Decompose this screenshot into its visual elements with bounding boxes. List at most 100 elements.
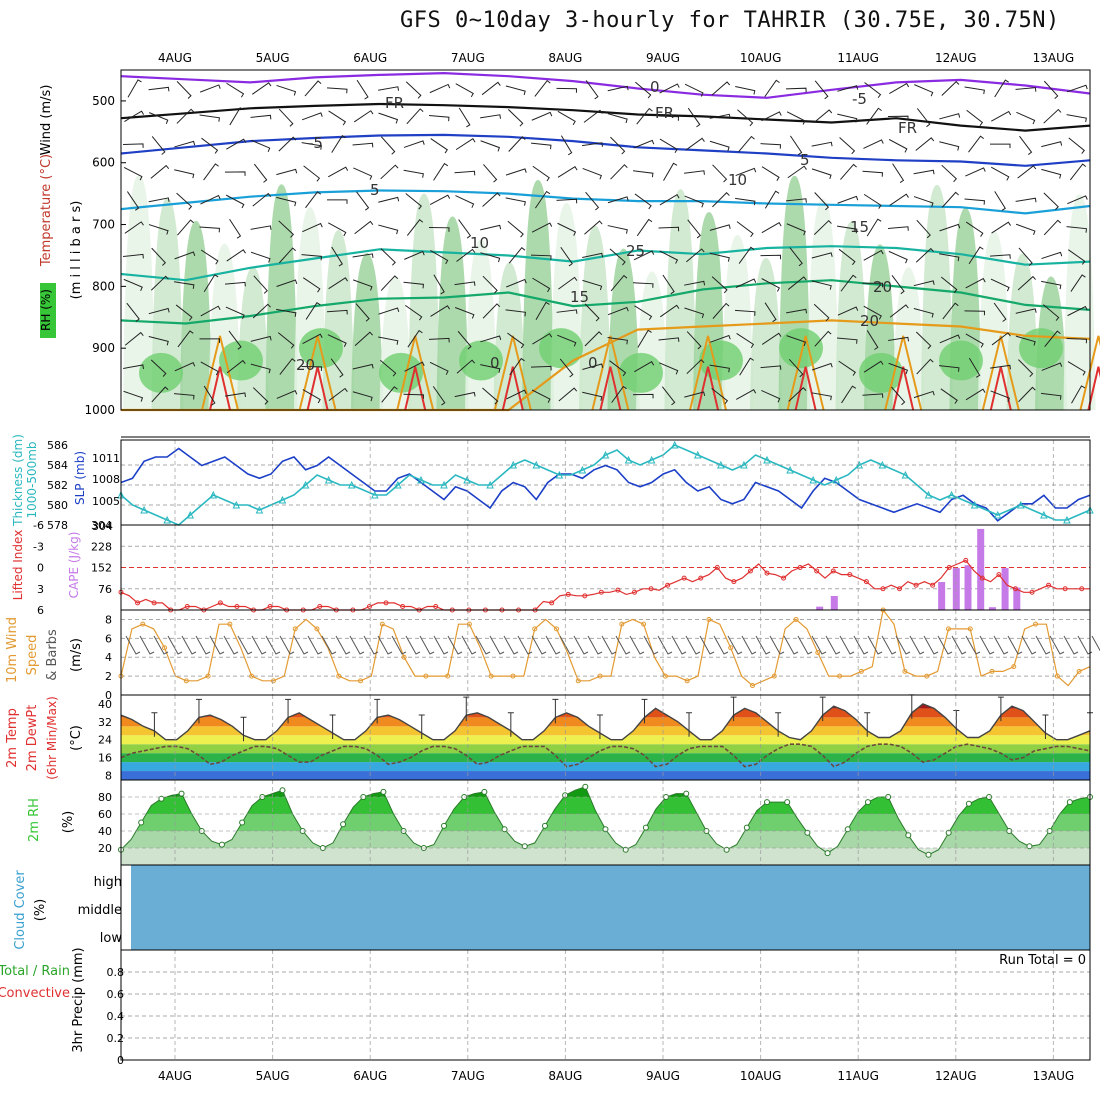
temp-band bbox=[121, 753, 1090, 763]
wind-barb bbox=[607, 196, 629, 204]
thickness-marker bbox=[624, 455, 633, 464]
wind-barb bbox=[483, 164, 498, 183]
wind-barb bbox=[891, 386, 906, 406]
temp-band bbox=[121, 771, 1090, 780]
wind-barb bbox=[786, 198, 807, 203]
wind-barb bbox=[939, 334, 961, 344]
wind-barb bbox=[404, 250, 425, 260]
thickness-marker bbox=[717, 460, 725, 469]
li-marker bbox=[781, 575, 787, 581]
wind-barb bbox=[174, 361, 196, 372]
wind-barb bbox=[991, 332, 1011, 346]
wind-barb bbox=[150, 164, 170, 179]
rh-marker bbox=[239, 819, 246, 826]
axis-label-temperature: Temperature (°C) bbox=[39, 154, 54, 267]
wind-barb bbox=[913, 308, 934, 318]
minmax-bar bbox=[151, 712, 158, 737]
wind-barb bbox=[1066, 114, 1087, 123]
thickness-marker bbox=[140, 505, 148, 514]
cape-tick: 228 bbox=[91, 540, 112, 553]
wind-barb bbox=[480, 335, 502, 343]
wind-barb bbox=[560, 135, 573, 156]
wind-marker bbox=[554, 626, 560, 632]
wind-barb bbox=[482, 192, 501, 207]
rh-shading bbox=[493, 262, 526, 410]
wind-barb bbox=[864, 82, 882, 99]
wind-barb bbox=[353, 110, 374, 123]
wind-barb bbox=[201, 137, 219, 154]
wind-barb bbox=[301, 254, 323, 261]
wind-barb bbox=[429, 83, 451, 94]
wind-barb bbox=[965, 388, 986, 401]
wind-barb bbox=[738, 135, 755, 153]
wind-barb bbox=[505, 197, 526, 206]
rh-legend-swatch bbox=[40, 283, 56, 338]
wind-barb bbox=[250, 335, 272, 342]
wind-barb bbox=[862, 393, 884, 398]
rh-shading bbox=[123, 175, 155, 410]
precip-tick: 0.6 bbox=[107, 988, 125, 1001]
cape-tick: 76 bbox=[98, 583, 112, 596]
rh-marker bbox=[218, 841, 225, 848]
li-marker bbox=[1012, 586, 1018, 592]
surface-isotherm bbox=[981, 335, 1020, 411]
wind-barb bbox=[814, 192, 830, 211]
wind-barb bbox=[611, 385, 627, 403]
wind-barb bbox=[328, 166, 349, 178]
wind-barb bbox=[228, 330, 242, 350]
date-label-top: 9AUG bbox=[646, 51, 680, 65]
wind-barb bbox=[659, 362, 679, 375]
thickness-marker bbox=[301, 480, 310, 489]
rh-marker bbox=[905, 832, 912, 839]
wind-barb bbox=[127, 79, 142, 98]
axis-label-thickness: Thickness (dm) bbox=[11, 434, 25, 527]
wind-barb bbox=[432, 386, 446, 406]
rh-band bbox=[121, 786, 1090, 797]
wind-barb bbox=[199, 338, 220, 343]
li-marker bbox=[963, 557, 969, 563]
wind-barb bbox=[1017, 165, 1037, 179]
li-marker bbox=[383, 600, 389, 606]
wind-barb bbox=[531, 222, 553, 233]
li-tick: -3 bbox=[33, 540, 44, 553]
surface-wind-barb bbox=[965, 635, 981, 655]
wind-barb bbox=[199, 114, 220, 122]
surface-wind-barb bbox=[797, 635, 813, 655]
wind-barb bbox=[405, 193, 422, 210]
lifted-index-line bbox=[120, 559, 1090, 611]
li-marker bbox=[830, 568, 836, 574]
wind-barb bbox=[659, 83, 680, 94]
surface-wind-barb bbox=[727, 635, 743, 655]
wind-barb bbox=[915, 137, 935, 151]
wind-barb bbox=[761, 221, 782, 234]
axis-label-2m-dewpt: 2m DewPt bbox=[25, 705, 40, 772]
wind-barb bbox=[225, 306, 245, 320]
contour-label: 15 bbox=[570, 288, 589, 306]
wind-barb bbox=[787, 276, 807, 290]
date-label-top: 7AUG bbox=[451, 51, 485, 65]
upper-air-panel bbox=[120, 69, 1091, 411]
wind-barb bbox=[352, 391, 373, 402]
wind-barb bbox=[939, 253, 960, 262]
surface-wind-barb bbox=[769, 635, 785, 655]
wind-barb bbox=[887, 226, 909, 231]
rh-marker bbox=[1026, 843, 1033, 850]
li-marker bbox=[913, 582, 919, 588]
wind-barb bbox=[454, 391, 476, 398]
wind-barb bbox=[480, 114, 501, 119]
date-label-bottom: 11AUG bbox=[837, 1069, 879, 1083]
rh-marker bbox=[279, 787, 286, 794]
wind-barb bbox=[200, 249, 219, 265]
wind-barb bbox=[811, 252, 833, 259]
axis-label-temp-unit: (°C) bbox=[69, 725, 84, 751]
surface-wind-barb bbox=[811, 635, 827, 655]
rh-shading bbox=[180, 220, 212, 410]
temp-band bbox=[121, 735, 1090, 745]
wind-barb bbox=[635, 81, 652, 99]
wind-barb bbox=[610, 136, 626, 155]
wind-barb bbox=[535, 301, 550, 321]
minmax-bar bbox=[507, 712, 514, 737]
wind-barb bbox=[507, 332, 525, 349]
contour-label: 5 bbox=[370, 181, 380, 199]
temp-line bbox=[120, 703, 1091, 741]
